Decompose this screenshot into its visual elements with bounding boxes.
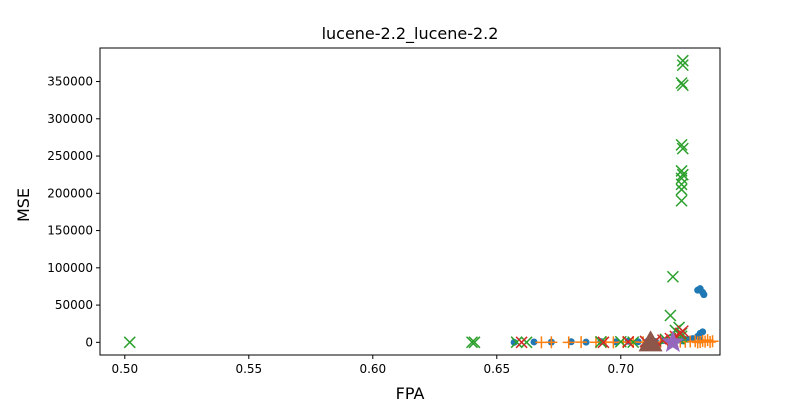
y-tick-label: 250000: [47, 149, 93, 163]
data-point: [562, 336, 575, 349]
x-tick-label: 0.50: [111, 362, 138, 376]
data-point: [675, 178, 688, 191]
data-point: [666, 270, 679, 283]
x-axis-ticks: 0.50 0.55 0.60 0.65 0.70: [111, 355, 634, 376]
data-point: [622, 335, 635, 348]
data-point: [676, 54, 689, 67]
data-point: [510, 336, 523, 349]
series-4: [661, 330, 685, 353]
y-tick-label: 100000: [47, 261, 93, 275]
y-tick-label: 200000: [47, 186, 93, 200]
data-point: [468, 336, 481, 349]
y-tick-label: 350000: [47, 75, 93, 89]
y-tick-label: 50000: [55, 298, 93, 312]
data-point: [656, 334, 669, 347]
y-axis-label: MSE: [14, 188, 33, 222]
data-point: [530, 338, 538, 346]
plot-area: [123, 54, 719, 353]
data-point: [675, 138, 688, 151]
data-point: [696, 285, 704, 293]
x-tick-label: 0.70: [607, 362, 634, 376]
data-point: [597, 336, 610, 349]
x-tick-label: 0.55: [235, 362, 262, 376]
series-2: [123, 54, 689, 349]
data-point: [676, 142, 689, 155]
x-axis-label: FPA: [396, 384, 425, 400]
data-point: [701, 334, 714, 347]
series-5: [638, 330, 663, 352]
x-tick-label: 0.60: [359, 362, 386, 376]
data-point: [664, 309, 677, 322]
axes-frame: [99, 47, 721, 356]
data-point: [520, 336, 533, 349]
data-point: [675, 164, 688, 177]
data-point: [465, 336, 479, 349]
data-point: [594, 335, 607, 348]
data-point: [515, 336, 528, 349]
y-axis-ticks: 0 50000 100000 150000 200000 250000 300000 3500…: [47, 75, 100, 349]
data-point: [699, 328, 707, 336]
data-point: [123, 336, 136, 349]
data-point: [675, 76, 688, 90]
data-point: [627, 336, 640, 349]
data-point: [675, 194, 688, 207]
data-point: [706, 335, 719, 348]
y-tick-label: 300000: [47, 112, 93, 126]
data-point: [675, 183, 688, 196]
data-point: [638, 330, 663, 352]
x-tick-label: 0.65: [483, 362, 510, 376]
data-point: [575, 336, 588, 349]
data-point: [661, 330, 685, 353]
data-point: [676, 59, 689, 72]
data-point: [545, 336, 558, 349]
data-point: [676, 168, 689, 181]
y-tick-label: 150000: [47, 224, 93, 238]
y-tick-label: 0: [85, 335, 93, 349]
data-point: [676, 325, 689, 338]
chart-title: lucene-2.2_lucene-2.2: [322, 24, 499, 44]
